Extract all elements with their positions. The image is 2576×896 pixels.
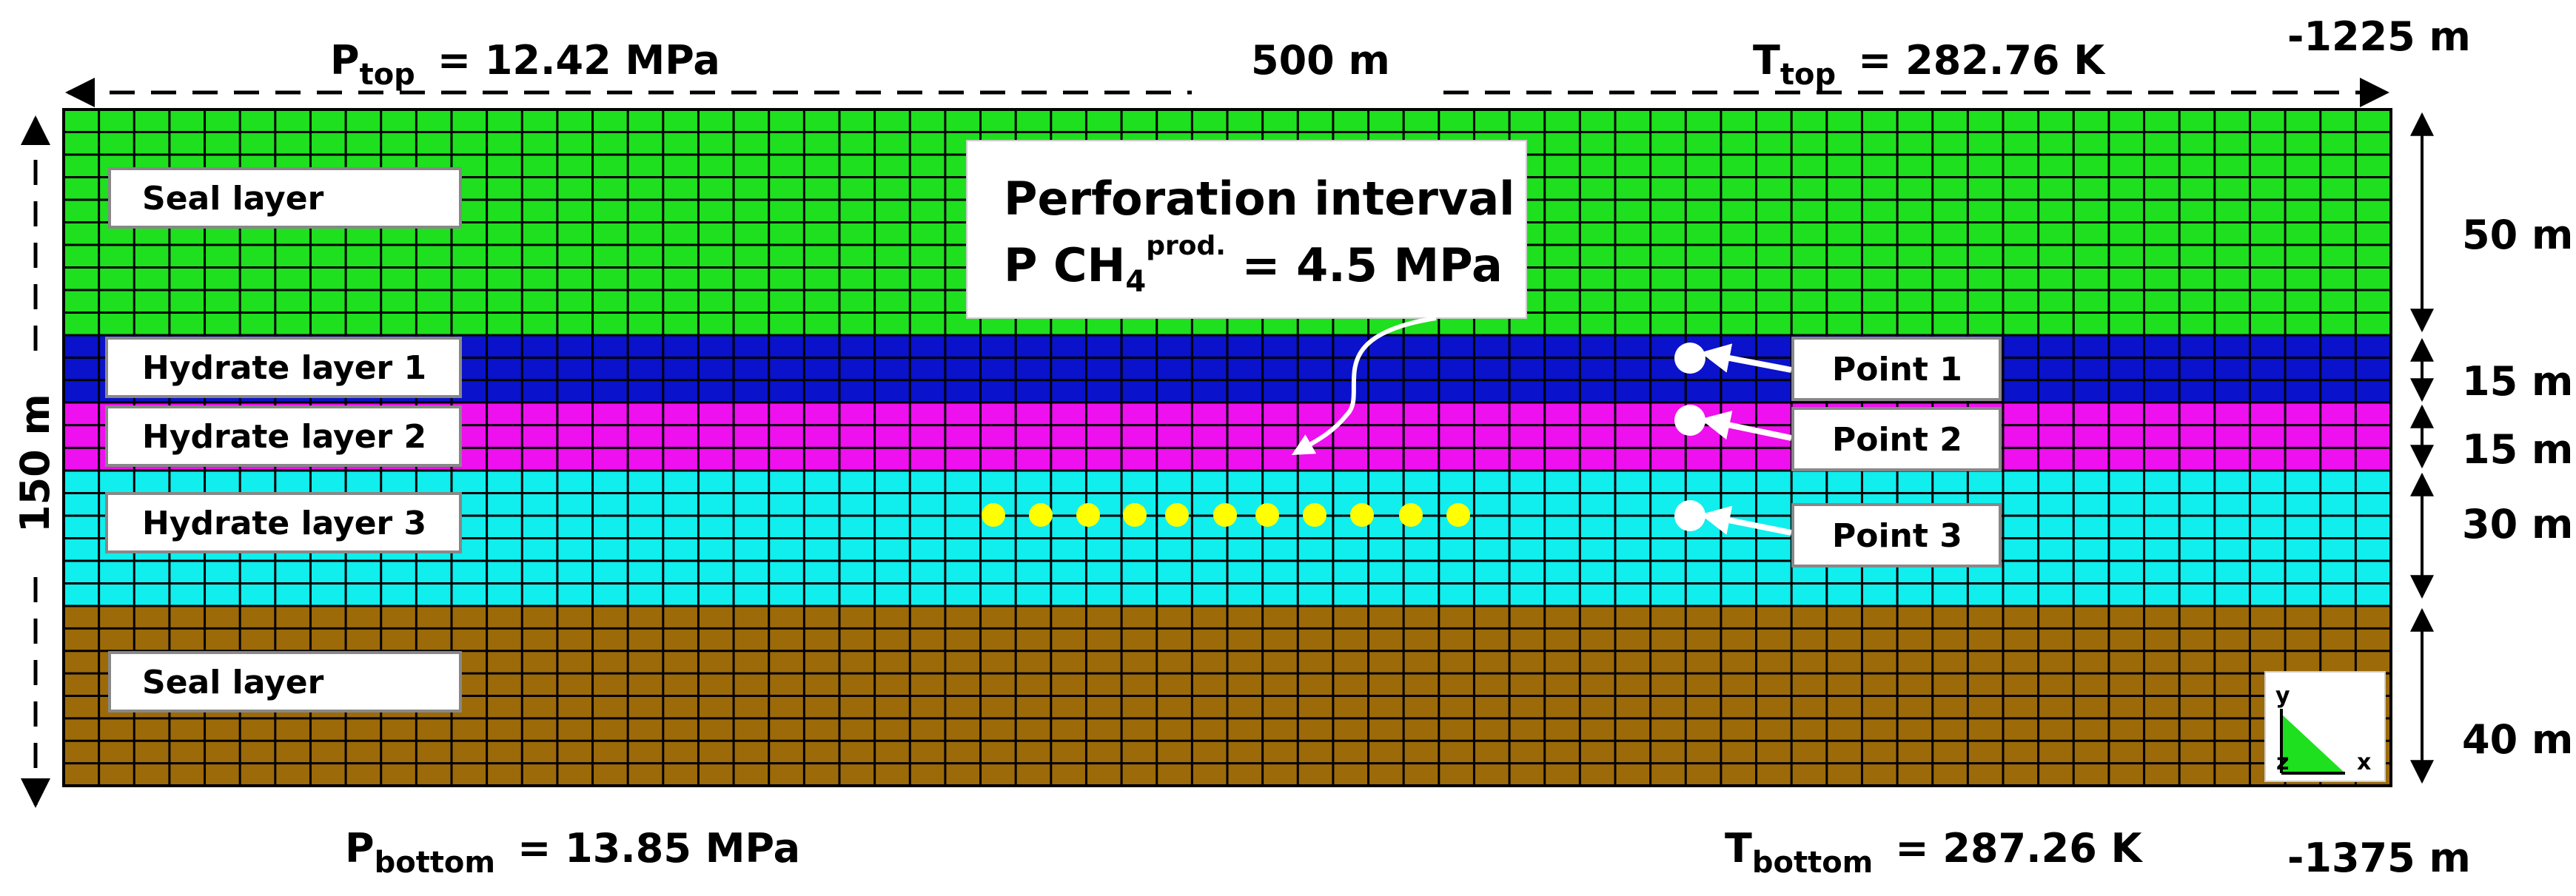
- bottom-elevation-label: -1375 m: [2287, 835, 2471, 881]
- perforation-point-7: [1255, 503, 1279, 527]
- observation-point-2-marker: [1674, 405, 1705, 436]
- observation-point-2-arrow: [1700, 410, 1792, 441]
- thickness-label-hydrate-1: 15 m: [2462, 358, 2573, 405]
- perforation-callout: Perforation interval P CH4prod. = 4.5 MP…: [966, 140, 1527, 455]
- axis-z-label: z: [2276, 750, 2289, 775]
- layer-label-seal-bottom: Seal layer: [142, 664, 324, 701]
- observation-point-1-arrow: [1700, 343, 1792, 373]
- layer-labels: Seal layer Hydrate layer 1 Hydrate layer…: [105, 167, 462, 713]
- perforation-point-10: [1399, 503, 1423, 527]
- observation-point-3-label: Point 3: [1832, 517, 1962, 555]
- axis-x-label: x: [2357, 750, 2371, 775]
- axis-y-label: y: [2275, 683, 2290, 709]
- callout-pressure: P CH4prod. = 4.5 MPa: [1004, 231, 1503, 299]
- bottom-pressure-label: Pbottom = 13.85 MPa: [345, 825, 800, 880]
- callout-arrow: [1291, 316, 1437, 455]
- callout-title: Perforation interval: [1004, 172, 1515, 226]
- top-temperature-label: Ttop = 282.76 K: [1753, 37, 2106, 92]
- layer-label-hydrate-2: Hydrate layer 2: [142, 418, 426, 456]
- top-pressure-label: Ptop = 12.42 MPa: [330, 37, 720, 92]
- axes-orientation-icon: y x z: [2264, 671, 2386, 782]
- perforation-point-3: [1076, 503, 1100, 527]
- thickness-label-hydrate-2: 15 m: [2462, 426, 2573, 473]
- perforation-point-1: [982, 503, 1005, 527]
- thickness-label-seal-top: 50 m: [2462, 212, 2573, 258]
- domain-outline: [62, 108, 2392, 787]
- observation-point-3-arrow: [1700, 505, 1792, 536]
- perforation-point-9: [1350, 503, 1374, 527]
- perforation-point-6: [1213, 503, 1237, 527]
- layer-label-hydrate-1: Hydrate layer 1: [142, 349, 426, 387]
- thickness-label-seal-bottom: 40 m: [2462, 716, 2573, 763]
- thickness-label-hydrate-3: 30 m: [2462, 501, 2573, 548]
- observation-points: Point 1 Point 2 Point 3: [1674, 337, 2002, 567]
- top-elevation-label: -1225 m: [2287, 13, 2471, 60]
- width-label: 500 m: [1251, 37, 1390, 84]
- layer-label-hydrate-3: Hydrate layer 3: [142, 505, 426, 542]
- height-dimension: 150 m: [12, 115, 58, 808]
- perforation-point-5: [1165, 503, 1189, 527]
- perforation-point-2: [1029, 503, 1053, 527]
- height-label: 150 m: [12, 394, 58, 533]
- observation-point-1-label: Point 1: [1832, 351, 1962, 388]
- observation-point-1-marker: [1674, 343, 1705, 374]
- layer-label-seal-top: Seal layer: [142, 180, 324, 218]
- width-dimension: 500 m: [65, 37, 2389, 107]
- bottom-temperature-label: Tbottom = 287.26 K: [1725, 825, 2144, 880]
- perforation-point-4: [1123, 503, 1147, 527]
- perforation-point-11: [1446, 503, 1470, 527]
- observation-point-2-label: Point 2: [1832, 421, 1962, 459]
- perforation-points: [982, 503, 1470, 527]
- observation-point-3-marker: [1674, 500, 1705, 531]
- perforation-point-8: [1303, 503, 1326, 527]
